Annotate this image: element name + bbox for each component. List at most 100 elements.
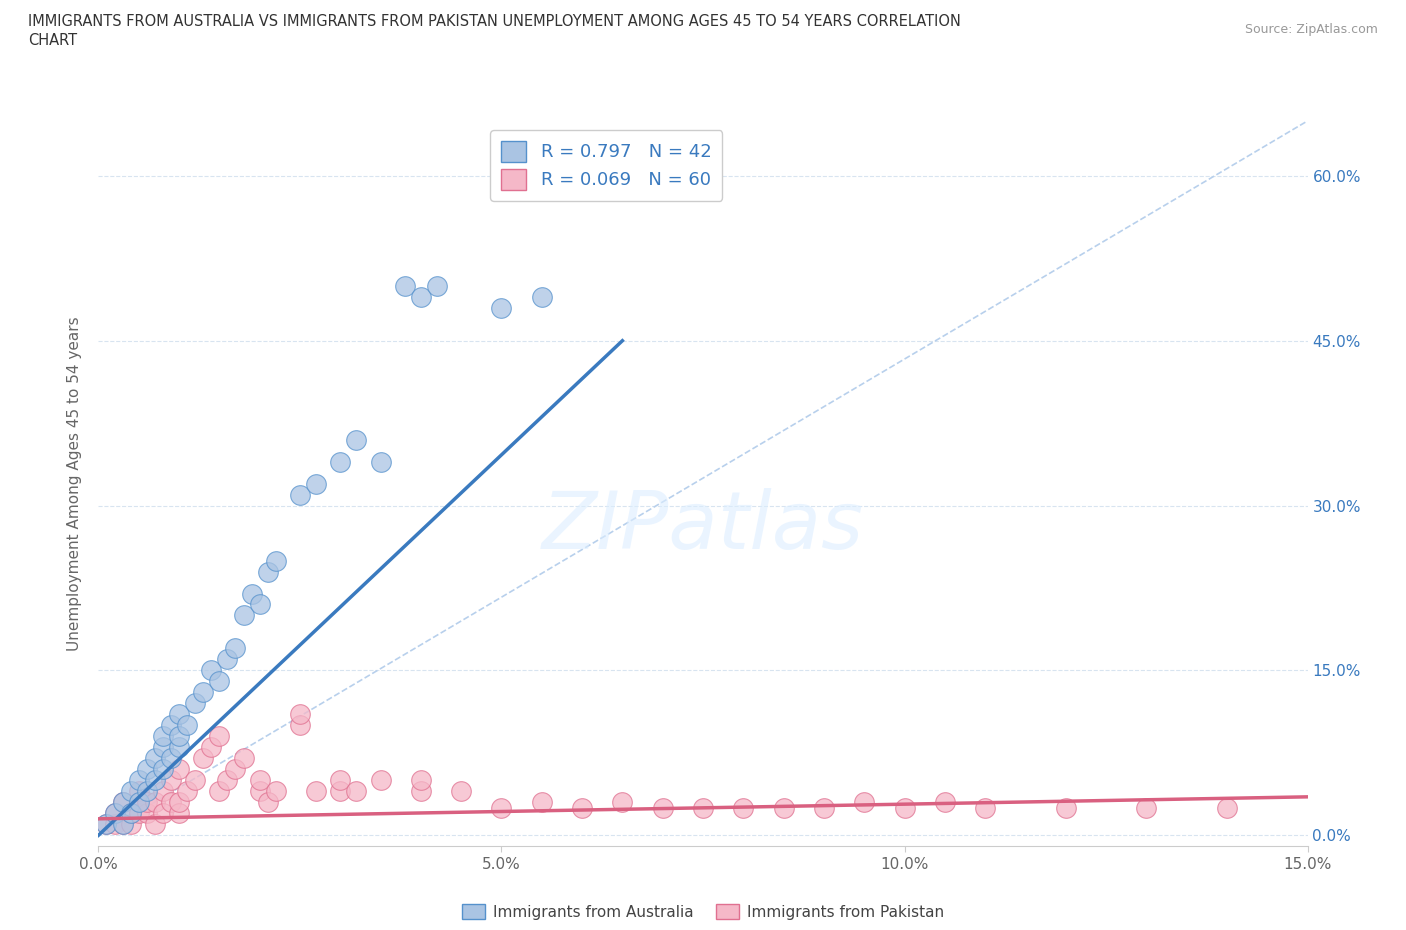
- Point: [305, 784, 328, 799]
- Point: [167, 806, 190, 821]
- Point: [167, 762, 190, 777]
- Point: [152, 806, 174, 821]
- Point: [128, 784, 150, 799]
- Point: [305, 476, 328, 491]
- Point: [409, 289, 432, 304]
- Text: ZIPatlas: ZIPatlas: [541, 488, 865, 566]
- Point: [152, 729, 174, 744]
- Point: [120, 817, 142, 831]
- Point: [160, 773, 183, 788]
- Point: [103, 817, 125, 831]
- Point: [167, 729, 190, 744]
- Point: [184, 696, 207, 711]
- Point: [160, 751, 183, 765]
- Point: [256, 795, 278, 810]
- Point: [184, 773, 207, 788]
- Point: [128, 795, 150, 810]
- Point: [128, 795, 150, 810]
- Point: [208, 784, 231, 799]
- Point: [135, 762, 157, 777]
- Point: [152, 762, 174, 777]
- Point: [143, 817, 166, 831]
- Point: [160, 718, 183, 733]
- Point: [491, 300, 513, 315]
- Point: [111, 795, 134, 810]
- Point: [288, 718, 311, 733]
- Point: [217, 652, 239, 667]
- Point: [853, 795, 876, 810]
- Point: [893, 801, 915, 816]
- Point: [329, 773, 352, 788]
- Y-axis label: Unemployment Among Ages 45 to 54 years: Unemployment Among Ages 45 to 54 years: [67, 316, 83, 651]
- Point: [264, 784, 287, 799]
- Point: [232, 608, 254, 623]
- Point: [344, 432, 367, 447]
- Point: [256, 565, 278, 579]
- Point: [103, 806, 125, 821]
- Point: [224, 641, 246, 656]
- Point: [692, 801, 714, 816]
- Point: [264, 553, 287, 568]
- Point: [111, 817, 134, 831]
- Point: [208, 729, 231, 744]
- Point: [143, 795, 166, 810]
- Point: [152, 784, 174, 799]
- Point: [193, 751, 215, 765]
- Point: [160, 795, 183, 810]
- Point: [974, 801, 997, 816]
- Point: [143, 773, 166, 788]
- Point: [96, 817, 118, 831]
- Point: [128, 773, 150, 788]
- Text: IMMIGRANTS FROM AUSTRALIA VS IMMIGRANTS FROM PAKISTAN UNEMPLOYMENT AMONG AGES 45: IMMIGRANTS FROM AUSTRALIA VS IMMIGRANTS …: [28, 14, 960, 29]
- Point: [344, 784, 367, 799]
- Point: [111, 817, 134, 831]
- Point: [128, 806, 150, 821]
- Text: CHART: CHART: [28, 33, 77, 47]
- Point: [135, 795, 157, 810]
- Point: [651, 801, 673, 816]
- Point: [240, 586, 263, 601]
- Point: [167, 740, 190, 755]
- Point: [329, 784, 352, 799]
- Point: [249, 773, 271, 788]
- Point: [167, 795, 190, 810]
- Point: [571, 801, 593, 816]
- Point: [224, 762, 246, 777]
- Point: [394, 278, 416, 293]
- Point: [217, 773, 239, 788]
- Point: [120, 806, 142, 821]
- Point: [1135, 801, 1157, 816]
- Point: [530, 795, 553, 810]
- Point: [200, 740, 222, 755]
- Point: [249, 784, 271, 799]
- Point: [135, 806, 157, 821]
- Point: [491, 801, 513, 816]
- Point: [103, 806, 125, 821]
- Point: [934, 795, 956, 810]
- Point: [329, 454, 352, 469]
- Point: [612, 795, 634, 810]
- Point: [143, 751, 166, 765]
- Point: [288, 487, 311, 502]
- Point: [135, 784, 157, 799]
- Point: [530, 289, 553, 304]
- Point: [249, 597, 271, 612]
- Point: [176, 784, 198, 799]
- Point: [409, 773, 432, 788]
- Point: [370, 454, 392, 469]
- Point: [120, 806, 142, 821]
- Point: [120, 784, 142, 799]
- Legend: Immigrants from Australia, Immigrants from Pakistan: Immigrants from Australia, Immigrants fr…: [456, 897, 950, 925]
- Point: [1216, 801, 1239, 816]
- Point: [167, 707, 190, 722]
- Point: [193, 685, 215, 700]
- Point: [232, 751, 254, 765]
- Point: [733, 801, 755, 816]
- Point: [176, 718, 198, 733]
- Point: [370, 773, 392, 788]
- Point: [450, 784, 472, 799]
- Point: [1054, 801, 1077, 816]
- Point: [208, 674, 231, 689]
- Point: [200, 663, 222, 678]
- Point: [111, 795, 134, 810]
